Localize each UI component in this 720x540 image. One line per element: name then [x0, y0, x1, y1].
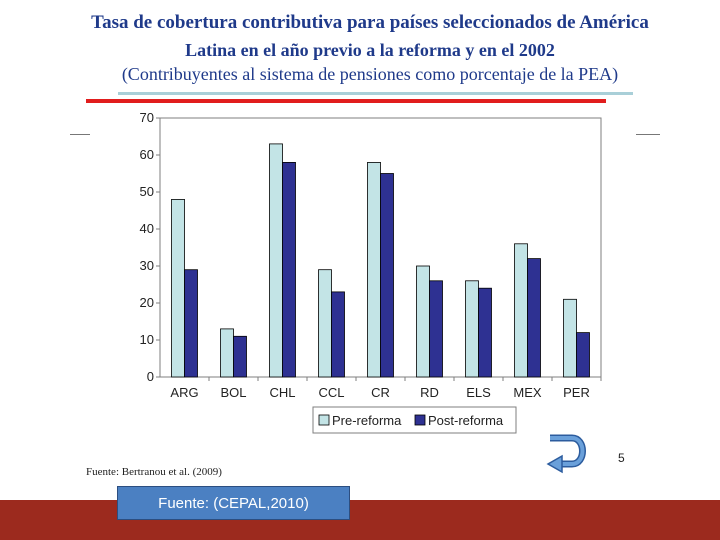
- bar-chl-pre: [269, 143, 283, 378]
- bar-els-post: [478, 287, 492, 378]
- bar-bol-post: [233, 335, 247, 378]
- bar-cr-post: [380, 173, 394, 378]
- x-tick-label: CHL: [269, 385, 295, 400]
- decorative-left-dash: [70, 134, 90, 135]
- x-tick-label: ELS: [466, 385, 491, 400]
- page-number: 5: [618, 451, 625, 465]
- bar-chl-post: [282, 162, 296, 378]
- bar-bol-pre: [220, 328, 234, 378]
- y-tick-label: 50: [140, 184, 154, 199]
- bar-rd-pre: [416, 265, 430, 378]
- bar-per-pre: [563, 298, 577, 378]
- bar-mex-pre: [514, 243, 528, 378]
- legend-swatch-pre: [318, 414, 330, 426]
- legend-swatch-post: [414, 414, 426, 426]
- bar-arg-post: [184, 269, 198, 378]
- curved-arrow-icon[interactable]: [542, 434, 590, 474]
- bar-per-post: [576, 332, 590, 378]
- y-tick-label: 60: [140, 147, 154, 162]
- decorative-red-line: [86, 99, 606, 103]
- x-tick-label: PER: [563, 385, 590, 400]
- chart-subtitle: (Contribuyentes al sistema de pensiones …: [121, 64, 619, 84]
- legend-label-pre: Pre-reforma: [332, 413, 402, 428]
- bar-chart: 0 10 20 30 40 50 60 70 ARG BOL CHL CCL CR RD ELS MEX PER…: [140, 110, 602, 434]
- legend-label-post: Post-reforma: [428, 413, 504, 428]
- x-tick-label: MEX: [513, 385, 542, 400]
- legend-box: [312, 406, 517, 434]
- chart-source-note: Fuente: Bertranou et al. (2009): [86, 466, 222, 478]
- x-tick-label: CCL: [318, 385, 344, 400]
- source-box: Fuente: (CEPAL,2010): [117, 486, 350, 520]
- legend: Pre-reforma Post-reforma: [312, 406, 517, 434]
- chart-title-line1: Tasa de cobertura contributiva para país…: [91, 12, 649, 33]
- bar-mex-post: [527, 258, 541, 378]
- y-tick-label: 0: [147, 369, 154, 384]
- decorative-blue-line: [118, 92, 633, 95]
- bar-rd-post: [429, 280, 443, 378]
- x-tick-label: CR: [371, 385, 390, 400]
- decorative-right-dash: [636, 134, 660, 135]
- bar-cr-pre: [367, 162, 381, 378]
- x-tick-label: BOL: [220, 385, 246, 400]
- y-tick-label: 40: [140, 221, 154, 236]
- bar-arg-pre: [171, 199, 185, 378]
- chart-title-line2: Latina en el año previo a la reforma y e…: [185, 40, 555, 60]
- bar-ccl-post: [331, 291, 345, 378]
- bar-ccl-pre: [318, 269, 332, 378]
- y-tick-label: 70: [140, 110, 154, 125]
- y-tick-label: 10: [140, 332, 154, 347]
- x-tick-label: ARG: [170, 385, 198, 400]
- y-tick-label: 20: [140, 295, 154, 310]
- x-tick-label: RD: [420, 385, 439, 400]
- footer-bar: [0, 500, 720, 540]
- bar-els-pre: [465, 280, 479, 378]
- y-tick-label: 30: [140, 258, 154, 273]
